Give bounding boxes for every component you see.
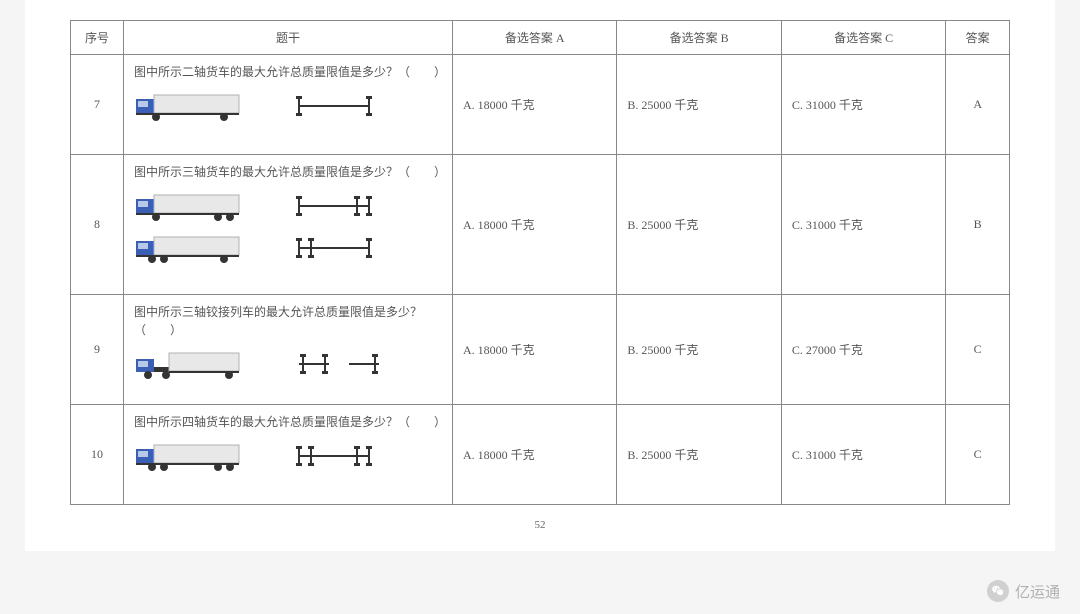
question-text: 图中所示二轴货车的最大允许总质量限值是多少？（ ） [134, 63, 442, 81]
truck-illustration [134, 347, 442, 381]
cell-opt-b: B. 25000 千克 [617, 155, 781, 295]
page-number: 52 [25, 519, 1055, 531]
cell-num: 9 [71, 295, 124, 405]
cell-opt-b: B. 25000 千克 [617, 295, 781, 405]
watermark: 亿运通 [987, 580, 1060, 602]
header-num: 序号 [71, 21, 124, 55]
cell-num: 8 [71, 155, 124, 295]
question-text: 图中所示三轴铰接列车的最大允许总质量限值是多少？（ ） [134, 303, 442, 339]
cell-opt-b: B. 25000 千克 [617, 405, 781, 505]
table-row: 10 图中所示四轴货车的最大允许总质量限值是多少？（ ） A. 18000 千克… [71, 405, 1010, 505]
cell-opt-b: B. 25000 千克 [617, 55, 781, 155]
table-row: 9 图中所示三轴铰接列车的最大允许总质量限值是多少？（ ） A. 18000 千… [71, 295, 1010, 405]
header-ans: 答案 [946, 21, 1010, 55]
cell-opt-a: A. 18000 千克 [452, 55, 616, 155]
header-stem: 题干 [124, 21, 453, 55]
table-header-row: 序号 题干 备选答案 A 备选答案 B 备选答案 C 答案 [71, 21, 1010, 55]
document-page: 序号 题干 备选答案 A 备选答案 B 备选答案 C 答案 7 图中所示二轴货车… [25, 0, 1055, 551]
cell-answer: C [946, 405, 1010, 505]
cell-opt-c: C. 31000 千克 [781, 55, 945, 155]
watermark-text: 亿运通 [1015, 581, 1060, 602]
truck-illustration [134, 439, 442, 473]
truck-illustration [134, 231, 442, 265]
cell-opt-a: A. 18000 千克 [452, 295, 616, 405]
cell-opt-c: C. 31000 千克 [781, 155, 945, 295]
question-text: 图中所示四轴货车的最大允许总质量限值是多少？（ ） [134, 413, 442, 431]
cell-answer: C [946, 295, 1010, 405]
table-row: 8 图中所示三轴货车的最大允许总质量限值是多少？（ ） [71, 155, 1010, 295]
cell-opt-c: C. 31000 千克 [781, 405, 945, 505]
cell-stem: 图中所示三轴货车的最大允许总质量限值是多少？（ ） [124, 155, 453, 295]
cell-opt-a: A. 18000 千克 [452, 405, 616, 505]
question-table: 序号 题干 备选答案 A 备选答案 B 备选答案 C 答案 7 图中所示二轴货车… [70, 20, 1010, 505]
header-opt-c: 备选答案 C [781, 21, 945, 55]
cell-num: 7 [71, 55, 124, 155]
wechat-icon [987, 580, 1009, 602]
table-row: 7 图中所示二轴货车的最大允许总质量限值是多少？（ ） A. 18000 千克 … [71, 55, 1010, 155]
cell-stem: 图中所示二轴货车的最大允许总质量限值是多少？（ ） [124, 55, 453, 155]
header-opt-b: 备选答案 B [617, 21, 781, 55]
cell-stem: 图中所示四轴货车的最大允许总质量限值是多少？（ ） [124, 405, 453, 505]
truck-illustration [134, 89, 442, 123]
cell-stem: 图中所示三轴铰接列车的最大允许总质量限值是多少？（ ） [124, 295, 453, 405]
cell-answer: B [946, 155, 1010, 295]
truck-illustration [134, 189, 442, 223]
header-opt-a: 备选答案 A [452, 21, 616, 55]
cell-answer: A [946, 55, 1010, 155]
cell-opt-c: C. 27000 千克 [781, 295, 945, 405]
question-text: 图中所示三轴货车的最大允许总质量限值是多少？（ ） [134, 163, 442, 181]
cell-opt-a: A. 18000 千克 [452, 155, 616, 295]
cell-num: 10 [71, 405, 124, 505]
